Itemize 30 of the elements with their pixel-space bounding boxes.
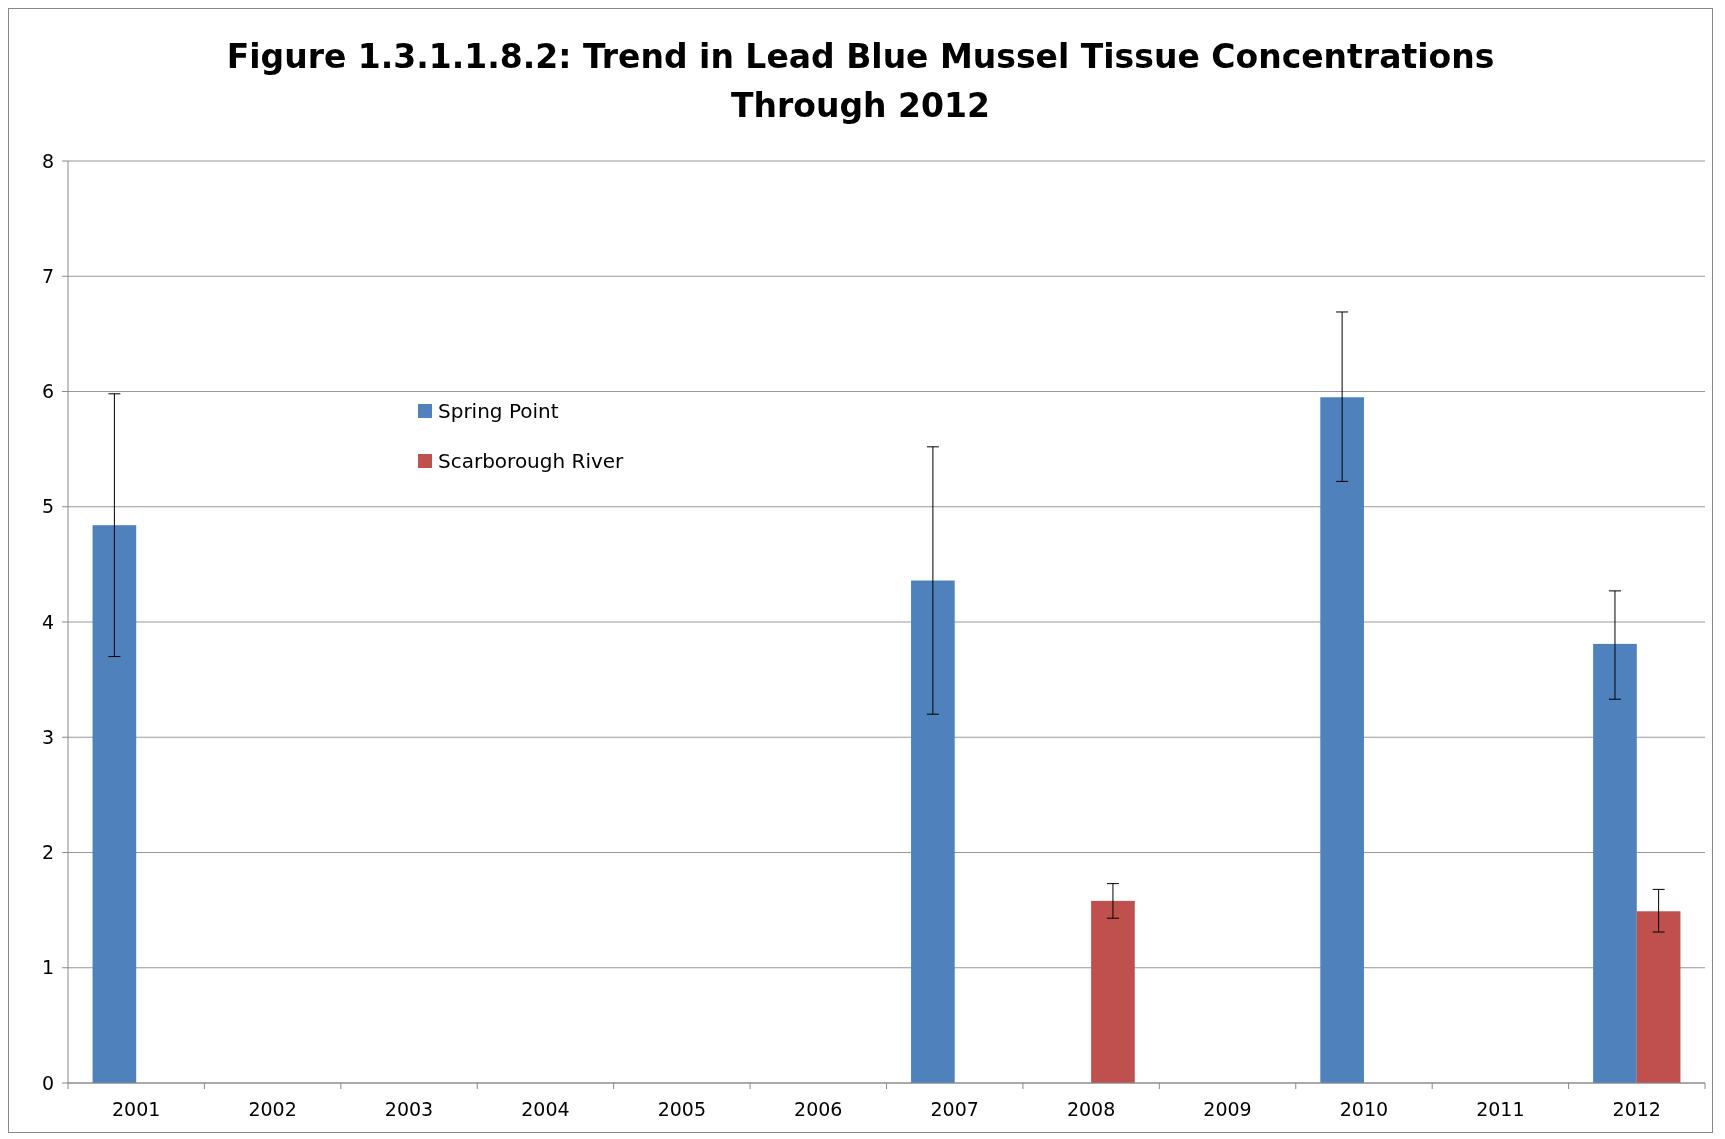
legend-label: Spring Point [438, 399, 559, 423]
x-tick-label: 2008 [1066, 1098, 1116, 1120]
x-tick-label: 2003 [384, 1098, 434, 1120]
x-tick-label: 2002 [248, 1098, 297, 1120]
bar [1636, 911, 1681, 1083]
y-tick-label: 3 [41, 725, 54, 748]
bar [911, 580, 955, 1083]
x-tick-label: 2009 [1203, 1098, 1252, 1120]
y-tick-label: 2 [41, 841, 54, 864]
bar [92, 525, 137, 1083]
x-tick-label: 2012 [1612, 1098, 1661, 1120]
bar [1320, 397, 1364, 1083]
x-tick-label: 2001 [112, 1098, 161, 1120]
legend-label: Scarborough River [438, 449, 625, 473]
y-tick-label: 6 [41, 380, 54, 403]
x-tick-label: 2004 [521, 1098, 570, 1120]
chart-title: Figure 1.3.1.1.8.2: Trend in Lead Blue Mussel Tissue Concentrations Through 2012 [226, 37, 1495, 125]
x-tick-label: 2007 [930, 1098, 979, 1120]
x-tick-label: 2010 [1339, 1098, 1389, 1120]
y-tick-label: 4 [41, 610, 54, 633]
bar [1593, 643, 1637, 1083]
bar [1091, 900, 1135, 1083]
y-tick-label: 5 [41, 495, 54, 518]
y-tick-label: 8 [41, 149, 54, 172]
x-tick-label: 2011 [1476, 1098, 1525, 1120]
x-tick-label: 2006 [794, 1098, 843, 1120]
x-tick-label: 2005 [657, 1098, 707, 1120]
y-tick-label: 0 [41, 1071, 54, 1094]
y-tick-label: 7 [41, 264, 54, 287]
y-tick-label: 1 [41, 956, 54, 979]
